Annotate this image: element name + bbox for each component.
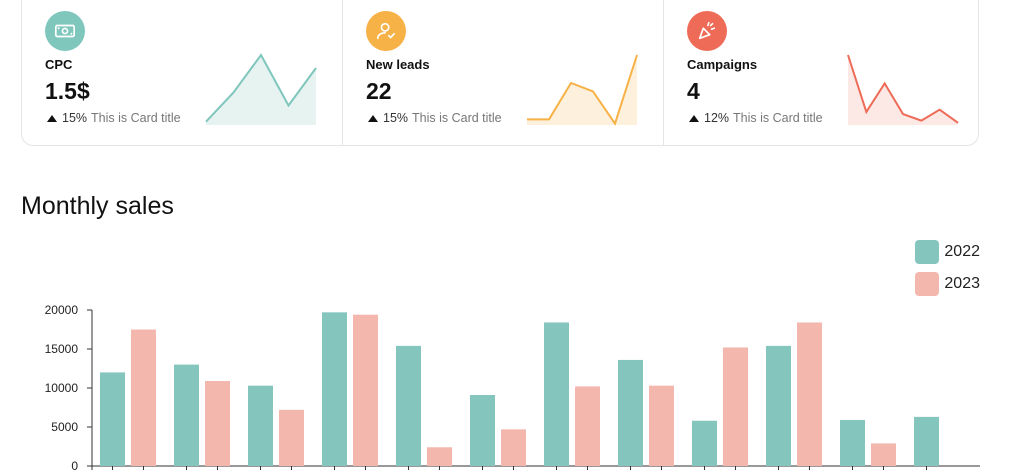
bar-2023-1[interactable] xyxy=(131,329,156,467)
legend-label: 2023 xyxy=(944,275,980,292)
sparkline-area xyxy=(206,55,316,125)
bar-2022-8[interactable] xyxy=(618,359,643,466)
card-value: 1.5$ xyxy=(45,78,90,104)
card-value: 22 xyxy=(366,78,392,104)
cpc-sparkline xyxy=(205,53,317,125)
bar-2022-2[interactable] xyxy=(174,364,199,466)
campaigns-sparkline xyxy=(847,54,959,125)
bar-2022-5[interactable] xyxy=(396,345,421,466)
y-tick-label: 10000 xyxy=(45,381,79,395)
bar-2023-9[interactable] xyxy=(723,347,748,466)
delta-percent: 15% xyxy=(62,111,88,125)
sparkline-line xyxy=(847,54,959,124)
sparkline-line xyxy=(527,54,638,126)
delta-subtitle: This is Card title xyxy=(412,111,502,125)
y-tick-label: 20000 xyxy=(45,303,79,317)
bar-2022-6[interactable] xyxy=(470,395,495,466)
y-tick-label: 5000 xyxy=(51,420,78,434)
kpi-card-campaigns[interactable]: Campaigns 4 12% This is Card title xyxy=(663,0,978,145)
user-check-icon xyxy=(366,11,406,51)
sparkline-line xyxy=(205,53,317,123)
bar-2023-8[interactable] xyxy=(649,385,674,466)
card-label: New leads xyxy=(366,57,430,72)
bar-2022-4[interactable] xyxy=(322,312,347,466)
party-popper-icon xyxy=(687,11,727,51)
bar-2022-11[interactable] xyxy=(840,419,865,466)
new-leads-sparkline xyxy=(527,54,638,126)
bar-2023-10[interactable] xyxy=(797,322,822,466)
y-tick-label: 15000 xyxy=(45,342,79,356)
legend-item-2022[interactable]: 2022 xyxy=(915,236,980,268)
trend-up-icon xyxy=(368,114,378,122)
trend-up-icon xyxy=(47,114,57,122)
delta-percent: 15% xyxy=(383,111,409,125)
bar-2022-12[interactable] xyxy=(914,416,939,466)
bar-2022-9[interactable] xyxy=(692,420,717,466)
kpi-card-new-leads[interactable]: New leads 22 15% This is Card title xyxy=(342,0,663,145)
bar-2023-4[interactable] xyxy=(353,314,378,466)
trend-up-icon xyxy=(689,114,699,122)
delta-percent: 12% xyxy=(704,111,730,125)
bar-2022-3[interactable] xyxy=(248,385,273,466)
legend-label: 2022 xyxy=(944,243,980,260)
chart-legend: 2022 2023 xyxy=(915,236,980,300)
delta-subtitle: This is Card title xyxy=(91,111,181,125)
legend-swatch xyxy=(915,240,940,264)
section-title: Monthly sales xyxy=(21,192,174,220)
bar-2023-5[interactable] xyxy=(427,447,452,466)
bar-2023-3[interactable] xyxy=(279,409,304,466)
card-value: 4 xyxy=(687,78,700,104)
card-label: Campaigns xyxy=(687,57,758,72)
bar-2022-7[interactable] xyxy=(544,322,569,466)
card-delta: 12% This is Card title xyxy=(689,111,823,125)
kpi-cards: CPC 1.5$ 15% This is Card title New lead… xyxy=(21,0,979,146)
bar-2023-2[interactable] xyxy=(205,380,230,466)
bar-2023-6[interactable] xyxy=(501,429,526,466)
bar-2023-11[interactable] xyxy=(871,443,896,466)
y-tick-label: 0 xyxy=(71,459,78,470)
sparkline-area xyxy=(527,55,637,125)
bar-2023-7[interactable] xyxy=(575,386,600,466)
delta-subtitle: This is Card title xyxy=(733,111,823,125)
legend-swatch xyxy=(915,272,940,296)
bar-2022-1[interactable] xyxy=(100,372,125,466)
money-icon xyxy=(45,11,85,51)
sparkline-area xyxy=(848,55,958,125)
legend-item-2023[interactable]: 2023 xyxy=(915,268,980,300)
kpi-card-cpc[interactable]: CPC 1.5$ 15% This is Card title xyxy=(22,0,342,145)
bar-2022-10[interactable] xyxy=(766,345,791,466)
card-delta: 15% This is Card title xyxy=(47,111,181,125)
card-label: CPC xyxy=(45,57,73,72)
card-delta: 15% This is Card title xyxy=(368,111,502,125)
